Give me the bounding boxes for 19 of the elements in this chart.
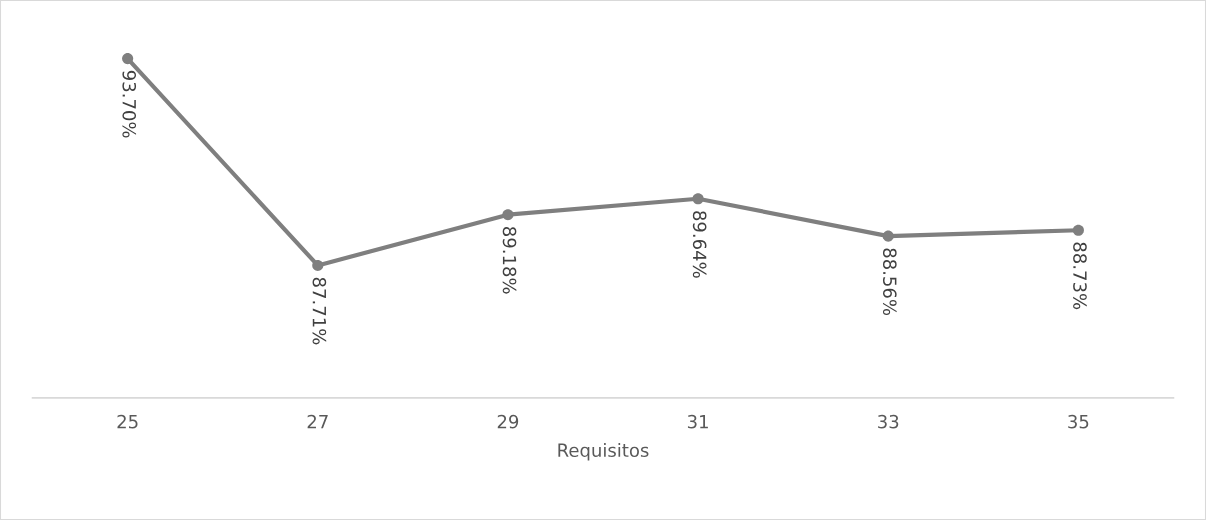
point (122, 53, 134, 65)
x-tick-label: 27 (307, 414, 328, 429)
data-label: 87.71% (312, 277, 327, 345)
point (692, 193, 704, 205)
x-tick-label: 29 (497, 414, 519, 429)
x-tick-label: 33 (878, 414, 899, 429)
data-label: 89.64% (692, 211, 707, 278)
data-label: 88.73% (1073, 242, 1087, 310)
data-label: 93.70% (122, 70, 137, 138)
point (882, 230, 894, 242)
x-tick-label: 35 (1068, 414, 1089, 429)
point (312, 259, 324, 271)
point (502, 209, 514, 221)
data-label: 88.56% (882, 248, 897, 316)
data-label: 89.18% (502, 227, 517, 294)
x-tick-label: 25 (117, 414, 138, 429)
x-tick-label: 31 (687, 414, 708, 429)
point (1072, 224, 1084, 236)
x-axis-title: Requisitos (558, 443, 649, 461)
